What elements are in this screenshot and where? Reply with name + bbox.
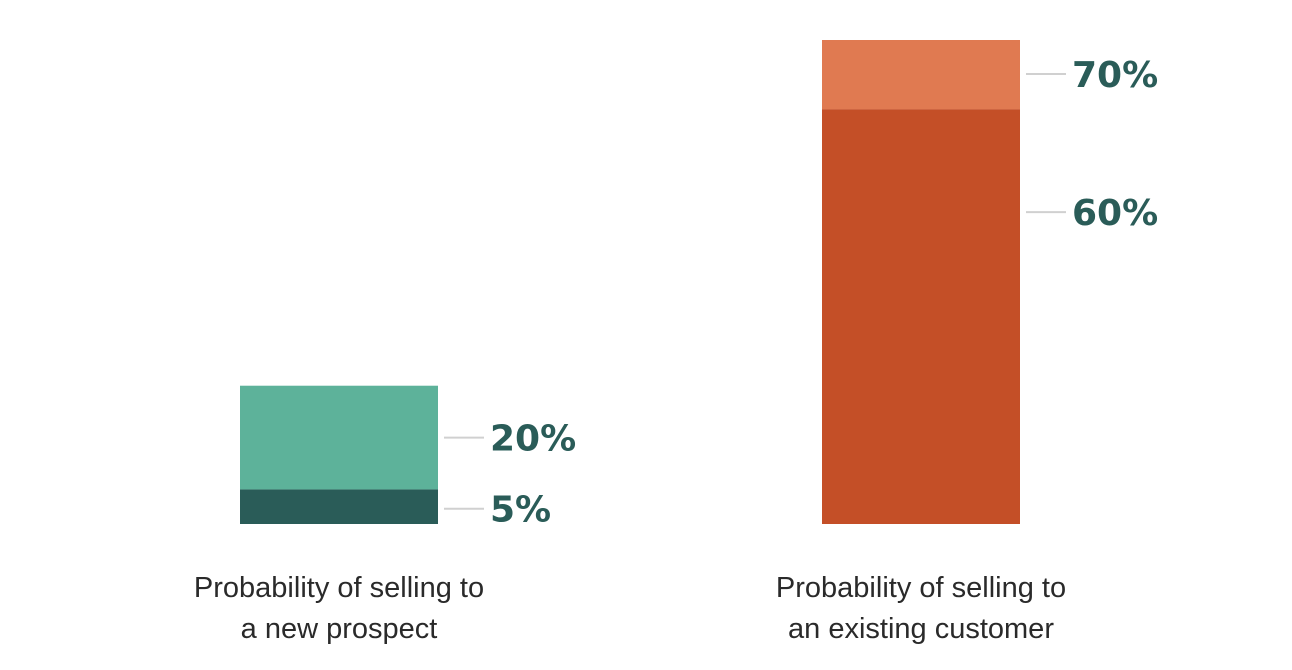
bar-1-top-segment — [240, 385, 438, 490]
category-label-2-line-1: Probability of selling to — [776, 572, 1066, 604]
category-label-1-line-1: Probability of selling to — [194, 572, 484, 604]
bars-layer — [240, 40, 1020, 525]
category-label-1-line-2: a new prospect — [241, 613, 438, 645]
bar-2-top-segment — [822, 40, 1020, 110]
value-labels-layer: 20% 5% 70% 60% — [444, 55, 1158, 531]
value-label-1-2: 5% — [490, 490, 551, 531]
category-labels-layer: Probability of selling to a new prospect P… — [194, 572, 1066, 645]
bar-2-base-segment — [822, 109, 1020, 525]
value-label-2-2: 60% — [1072, 193, 1158, 234]
category-label-2-line-2: an existing customer — [788, 613, 1054, 645]
value-label-1-1: 20% — [490, 419, 576, 460]
value-label-2-1: 70% — [1072, 55, 1158, 96]
bar-1-base-segment — [240, 489, 438, 524]
